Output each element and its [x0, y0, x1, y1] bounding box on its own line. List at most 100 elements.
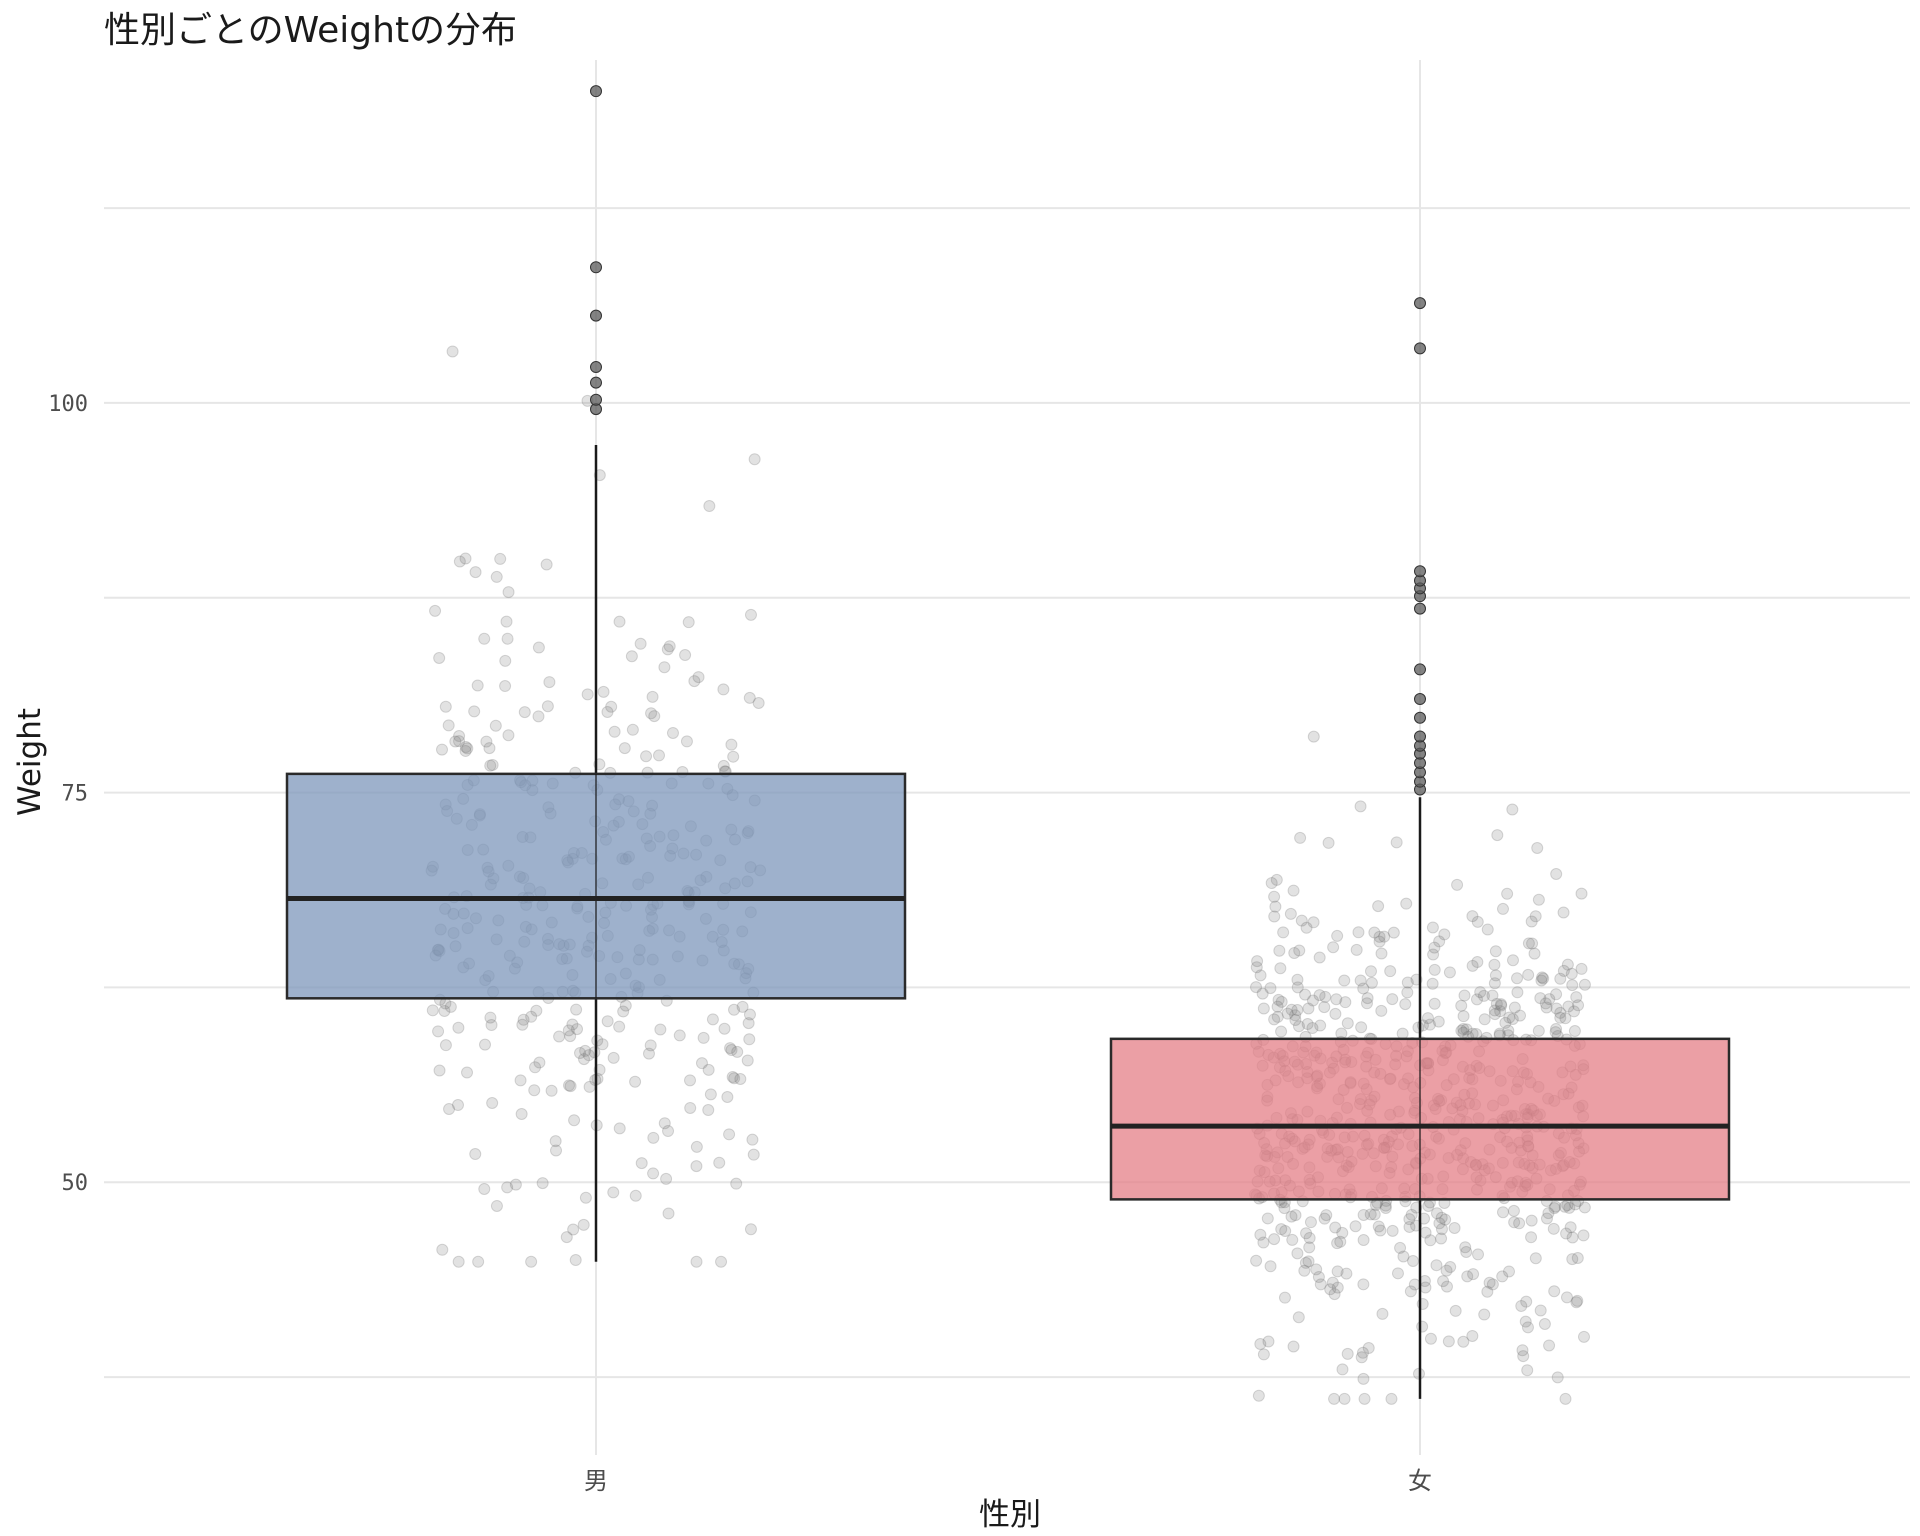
jitter-point	[1291, 981, 1304, 994]
jitter-point	[528, 1084, 541, 1097]
jitter-point	[1293, 944, 1306, 957]
jitter-point	[1386, 1224, 1399, 1237]
jitter-point	[469, 1148, 482, 1161]
outlier-point	[590, 85, 602, 98]
jitter-point	[1360, 997, 1373, 1010]
jitter-point	[1457, 1010, 1470, 1023]
jitter-point	[1298, 1264, 1311, 1277]
jitter-point	[1314, 1278, 1327, 1291]
jitter-point	[1336, 1226, 1349, 1239]
jitter-point	[703, 500, 716, 513]
jitter-point	[1306, 1022, 1319, 1035]
jitter-point	[1318, 1212, 1331, 1225]
jitter-point	[746, 1133, 759, 1146]
jitter-point	[662, 1207, 675, 1220]
jitter-point	[1529, 1252, 1542, 1265]
jitter-point	[1554, 972, 1567, 985]
jitter-point	[742, 1017, 755, 1030]
jitter-point	[1341, 1017, 1354, 1030]
jitter-point	[459, 741, 472, 754]
jitter-point	[579, 1044, 592, 1057]
jitter-point	[658, 661, 671, 674]
jitter-point	[1477, 989, 1490, 1002]
outlier-point	[1414, 730, 1426, 743]
jitter-point	[1501, 887, 1514, 900]
jitter-point	[567, 1223, 580, 1236]
jitter-point	[1514, 1009, 1527, 1022]
jitter-point	[744, 608, 757, 621]
jitter-point	[530, 1004, 543, 1017]
jitter-point	[1289, 1014, 1302, 1027]
jitter-point	[459, 552, 472, 565]
jitter-point	[1486, 1278, 1499, 1291]
jitter-point	[577, 1218, 590, 1231]
jitter-point	[1338, 974, 1351, 987]
jitter-point	[597, 685, 610, 698]
jitter-point	[1433, 935, 1446, 948]
jitter-point	[1424, 1332, 1437, 1345]
jitter-point	[1418, 1212, 1431, 1225]
jitter-point	[645, 707, 658, 720]
jitter-point	[1419, 1226, 1432, 1239]
jitter-point	[1302, 1002, 1315, 1015]
jitter-point	[680, 735, 693, 748]
jitter-point	[1568, 1025, 1581, 1038]
jitter-point	[1443, 966, 1456, 979]
jitter-point	[515, 1107, 528, 1120]
jitter-point	[560, 1231, 573, 1244]
jitter-point	[1399, 998, 1412, 1011]
jitter-point	[644, 1039, 657, 1052]
jitter-point	[1405, 1208, 1418, 1221]
jitter-point	[502, 729, 515, 742]
jitter-point	[752, 696, 765, 709]
outlier-points	[590, 85, 1426, 796]
jitter-point	[695, 1057, 708, 1070]
jitter-point	[1540, 1001, 1553, 1014]
jitter-point	[1313, 951, 1326, 964]
jitter-point	[1373, 935, 1386, 948]
jitter-point	[1331, 1237, 1344, 1250]
jitter-point	[578, 1053, 591, 1066]
jitter-point	[1416, 1320, 1429, 1333]
jitter-point	[549, 1135, 562, 1148]
jitter-point	[480, 735, 493, 748]
jitter-point	[1274, 962, 1287, 975]
jitter-point	[451, 1099, 464, 1112]
jitter-point	[1490, 997, 1503, 1010]
jitter-point	[1478, 1013, 1491, 1026]
jitter-point	[1284, 907, 1297, 920]
jitter-point	[1489, 969, 1502, 982]
jitter-point	[1455, 999, 1468, 1012]
jitter-point	[1503, 1011, 1516, 1024]
jitter-point	[501, 1181, 514, 1194]
jitter-point	[1364, 1208, 1377, 1221]
jitter-point	[433, 651, 446, 664]
jitter-point	[1281, 1007, 1294, 1020]
jitter-point	[682, 616, 695, 629]
outlier-point	[1414, 297, 1426, 310]
jitter-point	[1286, 1233, 1299, 1246]
jitter-point	[1548, 1285, 1561, 1298]
jitter-point	[439, 1039, 452, 1052]
jitter-point	[1496, 1270, 1509, 1283]
jitter-point	[1557, 906, 1570, 919]
jitter-point	[1499, 1016, 1512, 1029]
jitter-point	[734, 1073, 747, 1086]
jitter-point	[1494, 1005, 1507, 1018]
jitter-point	[1525, 1231, 1538, 1244]
jitter-point	[1368, 1208, 1381, 1221]
jitter-point	[1292, 1311, 1305, 1324]
jitter-point	[1433, 1217, 1446, 1230]
jitter-point	[1314, 1019, 1327, 1032]
jitter-point	[1400, 897, 1413, 910]
jitter-point	[1520, 1295, 1533, 1308]
jitter-point	[1534, 992, 1547, 1005]
jitter-point	[690, 1255, 703, 1268]
jitter-point	[1488, 1004, 1501, 1017]
jitter-point	[1528, 947, 1541, 960]
jitter-point	[1285, 1210, 1298, 1223]
jitter-point	[1460, 1246, 1473, 1259]
jitter-point	[1575, 887, 1588, 900]
jitter-point	[553, 1030, 566, 1043]
jitter-point	[1336, 1363, 1349, 1376]
